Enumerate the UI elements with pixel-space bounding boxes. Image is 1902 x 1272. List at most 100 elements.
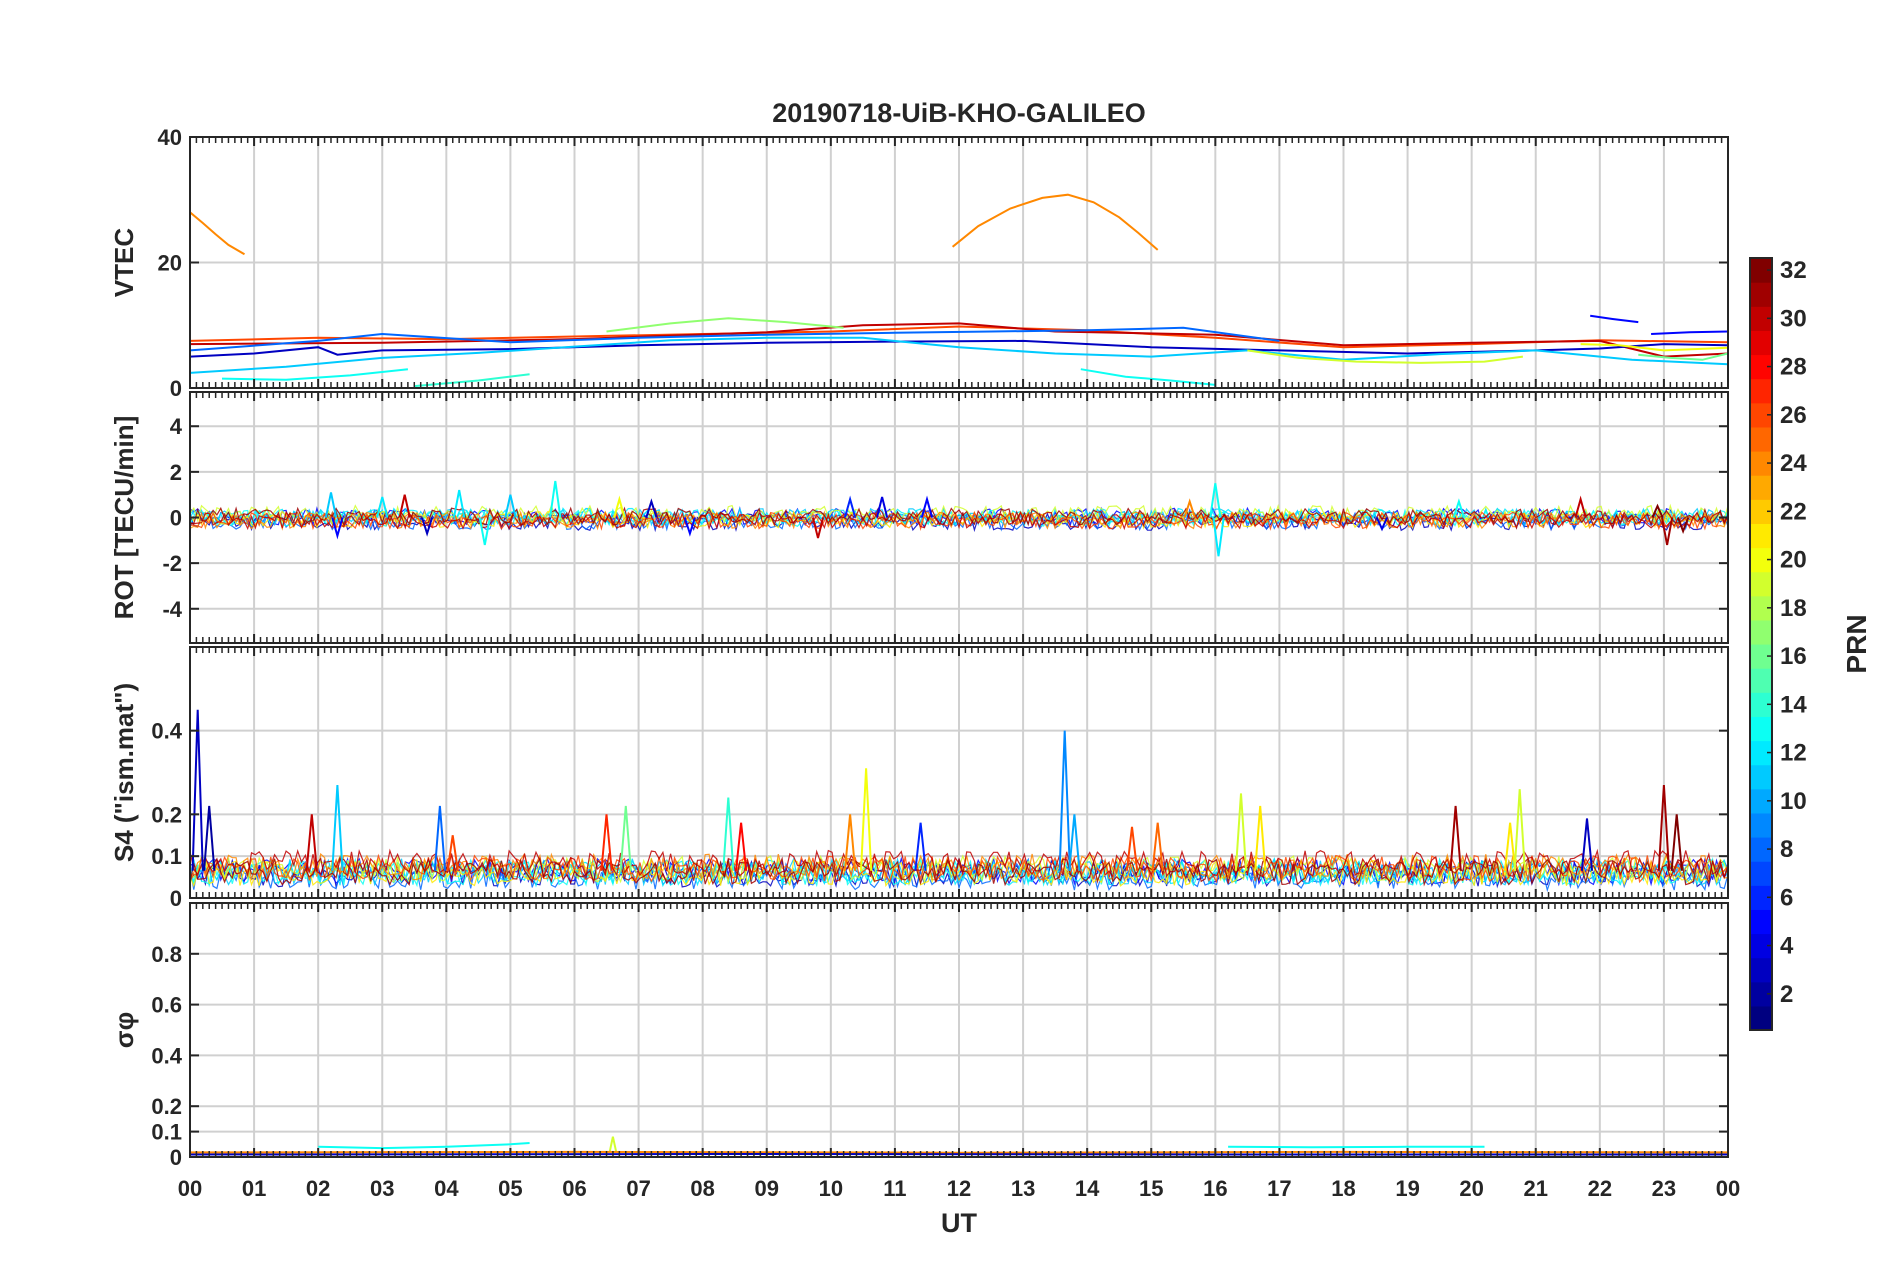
spike-prn-12 (1212, 517, 1225, 557)
spike-prn-3 (1580, 818, 1594, 871)
series-prn-11 (190, 336, 1728, 374)
x-tick-label: 06 (562, 1176, 586, 1201)
x-tick-label: 21 (1524, 1176, 1548, 1201)
y-tick-label: 0 (170, 506, 182, 531)
colorbar-tick-label: 24 (1780, 450, 1807, 477)
y-tick-label: 4 (170, 414, 183, 439)
series-prn-13 (1080, 368, 1216, 386)
spike-prn-11 (504, 494, 517, 518)
spike-prn-30 (398, 494, 411, 518)
spike-prn-20 (860, 768, 873, 871)
series-prn-20 (1580, 343, 1728, 352)
colorbar-segment (1750, 644, 1772, 669)
series-prn-19 (608, 1136, 618, 1153)
spike-prn-5 (683, 517, 696, 537)
x-tick-label: 00 (1716, 1176, 1740, 1201)
y-axis-label-vtec: VTEC (109, 228, 139, 298)
colorbar-segment (1750, 1005, 1772, 1031)
colorbar-frame (1749, 257, 1773, 1031)
spike-prn-31 (1449, 805, 1462, 871)
spike-prn-30 (305, 814, 318, 871)
y-tick-label: 0 (170, 886, 182, 911)
colorbar-tick-label: 20 (1780, 547, 1807, 574)
colorbar-segment (1750, 499, 1772, 524)
spike-prn-5 (331, 517, 344, 540)
x-tick-label: 15 (1139, 1176, 1163, 1201)
spike-prn-16 (619, 805, 632, 871)
colorbar-segment (1750, 668, 1772, 693)
x-tick-label: 16 (1203, 1176, 1227, 1201)
colorbar-segment (1750, 933, 1772, 959)
x-tick-label: 20 (1459, 1176, 1483, 1201)
spike-prn-19 (1513, 789, 1526, 871)
panel-rot: -4 -2 0 2 4 ROT [TECU/min] (109, 391, 1729, 644)
colorbar-segment (1750, 475, 1772, 500)
colorbar-tick-label: 4 (1780, 933, 1794, 960)
panel-s4: 0 0.1 0.2 0.4 S4 ("ism.mat") (109, 646, 1729, 911)
colorbar-segment (1750, 716, 1772, 742)
y-axis-label-sigma_phi: σφ (109, 1012, 139, 1048)
spike-prn-31 (1657, 784, 1670, 871)
y-tick-label: 0.4 (151, 719, 182, 744)
panel-vtec: 0 20 40 VTEC (109, 125, 1729, 401)
x-tick-label: 07 (626, 1176, 650, 1201)
series-prn-5 (1651, 330, 1728, 335)
spike-prn-28 (735, 822, 748, 871)
series-prn-14 (414, 373, 530, 388)
colorbar-tick-label: 6 (1780, 884, 1793, 911)
x-axis-label: UT (941, 1208, 977, 1238)
spike-prn-10 (1068, 814, 1081, 871)
spike-prn-26 (446, 835, 459, 871)
spike-prn-24 (1183, 498, 1196, 518)
colorbar-tick-label: 32 (1780, 257, 1807, 284)
x-tick-label: 14 (1075, 1176, 1100, 1201)
colorbar-segment (1750, 957, 1772, 983)
colorbar-tick-label: 28 (1780, 354, 1807, 381)
colorbar-tick-label: 12 (1780, 740, 1807, 767)
y-tick-label: 0 (170, 1145, 182, 1170)
colorbar-segment (1750, 595, 1772, 621)
series-prn-24 (951, 193, 1159, 251)
colorbar-segment (1750, 788, 1772, 814)
spike-prn-12 (376, 496, 389, 518)
colorbar-segment (1750, 547, 1772, 573)
y-tick-label: 0.2 (151, 1094, 182, 1119)
spike-prn-32 (1651, 503, 1664, 518)
spike-prn-3 (191, 709, 204, 871)
y-axis-label-s4: S4 ("ism.mat") (109, 683, 139, 862)
noise-prn-24 (190, 510, 1728, 531)
series-prn-8 (190, 326, 1280, 352)
spike-prn-31 (1661, 517, 1674, 546)
colorbar-segment (1750, 354, 1772, 380)
colorbar-tick-label: 26 (1780, 402, 1807, 429)
noise-prn-30 (190, 848, 1728, 879)
x-tick-label: 19 (1395, 1176, 1419, 1201)
y-axis-label-rot: ROT [TECU/min] (109, 416, 139, 620)
noise-prn-31 (190, 856, 1728, 887)
spike-prn-25 (1151, 822, 1164, 871)
y-tick-label: 20 (158, 251, 182, 276)
y-tick-label: 0.1 (151, 1120, 182, 1145)
spike-prn-13 (478, 517, 491, 546)
y-tick-label: 0.2 (151, 802, 182, 827)
colorbar-tick-label: 10 (1780, 788, 1807, 815)
x-tick-label: 03 (370, 1176, 394, 1201)
colorbar-segment (1750, 619, 1772, 645)
y-tick-label: -4 (162, 597, 182, 622)
spike-prn-14 (722, 797, 735, 871)
spike-prn-12 (453, 489, 466, 518)
spike-prn-24 (843, 814, 857, 871)
colorbar-segment (1750, 837, 1772, 862)
y-tick-label: 40 (158, 125, 182, 150)
spike-prn-13 (549, 480, 562, 518)
series-prn-5 (1590, 314, 1639, 324)
series-prn-17 (606, 317, 844, 333)
x-tick-label: 02 (306, 1176, 330, 1201)
spike-prn-11 (331, 784, 344, 871)
spike-prn-2 (203, 805, 216, 871)
spike-prn-13 (1452, 498, 1465, 518)
x-tick-label: 12 (947, 1176, 971, 1201)
data-layer-rot (190, 480, 1728, 557)
